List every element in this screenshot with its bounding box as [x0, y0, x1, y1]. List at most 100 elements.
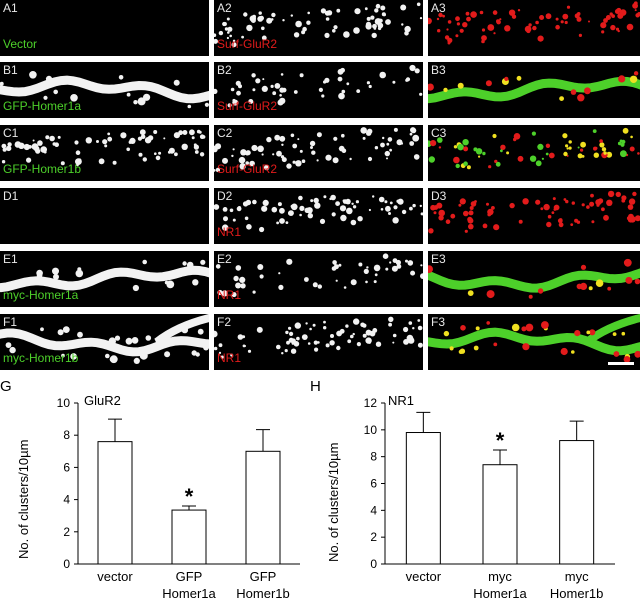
- punctum: [543, 203, 550, 211]
- spine: [613, 351, 620, 357]
- punctum: [274, 134, 281, 141]
- spine: [203, 344, 209, 351]
- punctum: [338, 92, 345, 100]
- punctum: [517, 9, 521, 12]
- punctum: [373, 280, 377, 284]
- punctum: [409, 206, 413, 211]
- punctum: [57, 135, 61, 139]
- punctum: [325, 154, 332, 161]
- punctum: [537, 143, 544, 150]
- punctum: [307, 11, 310, 15]
- punctum: [491, 206, 495, 210]
- punctum: [365, 21, 372, 28]
- punctum: [537, 35, 544, 42]
- spine: [70, 94, 78, 102]
- punctum: [529, 155, 537, 162]
- punctum: [345, 198, 351, 205]
- punctum: [37, 140, 43, 146]
- punctum: [238, 156, 246, 164]
- punctum: [447, 37, 453, 44]
- punctum: [389, 201, 393, 205]
- punctum: [286, 340, 290, 345]
- punctum: [374, 8, 379, 13]
- punctum: [355, 200, 359, 204]
- punctum: [620, 150, 627, 158]
- punctum: [244, 216, 249, 221]
- punctum: [158, 151, 162, 155]
- spine: [52, 267, 59, 275]
- punctum: [224, 27, 229, 31]
- punctum: [231, 42, 237, 48]
- panel-c2: C2 Surf-GluR2: [214, 125, 423, 181]
- punctum: [447, 20, 452, 24]
- panel-b1: B1 GFP-Homer1a: [0, 62, 209, 118]
- punctum: [634, 215, 640, 222]
- punctum: [335, 279, 338, 282]
- punctum: [466, 16, 471, 22]
- punctum: [214, 346, 218, 351]
- punctum: [341, 133, 345, 138]
- punctum: [430, 140, 437, 147]
- punctum: [326, 10, 333, 16]
- punctum: [586, 205, 590, 209]
- punctum: [251, 73, 256, 78]
- punctum: [263, 164, 270, 171]
- punctum: [333, 261, 337, 265]
- punctum: [546, 221, 552, 228]
- spine: [560, 347, 568, 356]
- punctum: [276, 344, 281, 350]
- punctum: [465, 11, 470, 16]
- punctum: [592, 129, 597, 133]
- punctum: [392, 217, 399, 224]
- punctum: [385, 267, 389, 271]
- punctum: [392, 341, 395, 344]
- punctum: [466, 165, 471, 170]
- punctum: [580, 148, 584, 152]
- punctum: [499, 18, 502, 21]
- panel-caption: NR1: [217, 225, 242, 239]
- punctum: [279, 94, 282, 97]
- punctum: [414, 68, 420, 74]
- punctum: [410, 127, 416, 133]
- punctum: [433, 211, 437, 215]
- punctum: [405, 78, 409, 82]
- punctum: [601, 147, 607, 152]
- panel-caption: Surf-GluR2: [217, 99, 278, 113]
- spine: [45, 75, 53, 82]
- punctum: [214, 88, 218, 94]
- punctum: [535, 160, 542, 167]
- punctum: [599, 139, 603, 143]
- punctum: [232, 218, 236, 222]
- spine: [57, 329, 64, 336]
- spine: [43, 95, 48, 100]
- punctum: [74, 140, 79, 145]
- punctum: [28, 145, 32, 149]
- punctum: [531, 131, 536, 136]
- panel-caption: NR1: [217, 288, 242, 302]
- punctum: [528, 23, 532, 27]
- punctum: [404, 25, 411, 33]
- spine: [9, 346, 16, 354]
- spine: [200, 259, 206, 265]
- punctum: [481, 39, 485, 44]
- punctum: [60, 161, 65, 166]
- punctum: [255, 78, 261, 84]
- spine: [522, 343, 530, 351]
- punctum: [305, 322, 308, 325]
- punctum: [455, 34, 459, 38]
- punctum: [339, 205, 347, 212]
- spine: [579, 282, 588, 290]
- panel-e3: E3: [428, 251, 640, 307]
- punctum: [420, 273, 423, 279]
- punctum: [600, 22, 607, 29]
- spine: [428, 83, 434, 91]
- punctum: [236, 90, 241, 96]
- punctum: [511, 14, 517, 19]
- spine: [145, 335, 152, 341]
- punctum: [410, 270, 416, 276]
- punctum: [532, 25, 537, 31]
- panel-caption: Vector: [3, 37, 38, 51]
- spine: [204, 102, 209, 107]
- punctum: [366, 81, 370, 85]
- spine: [457, 82, 464, 89]
